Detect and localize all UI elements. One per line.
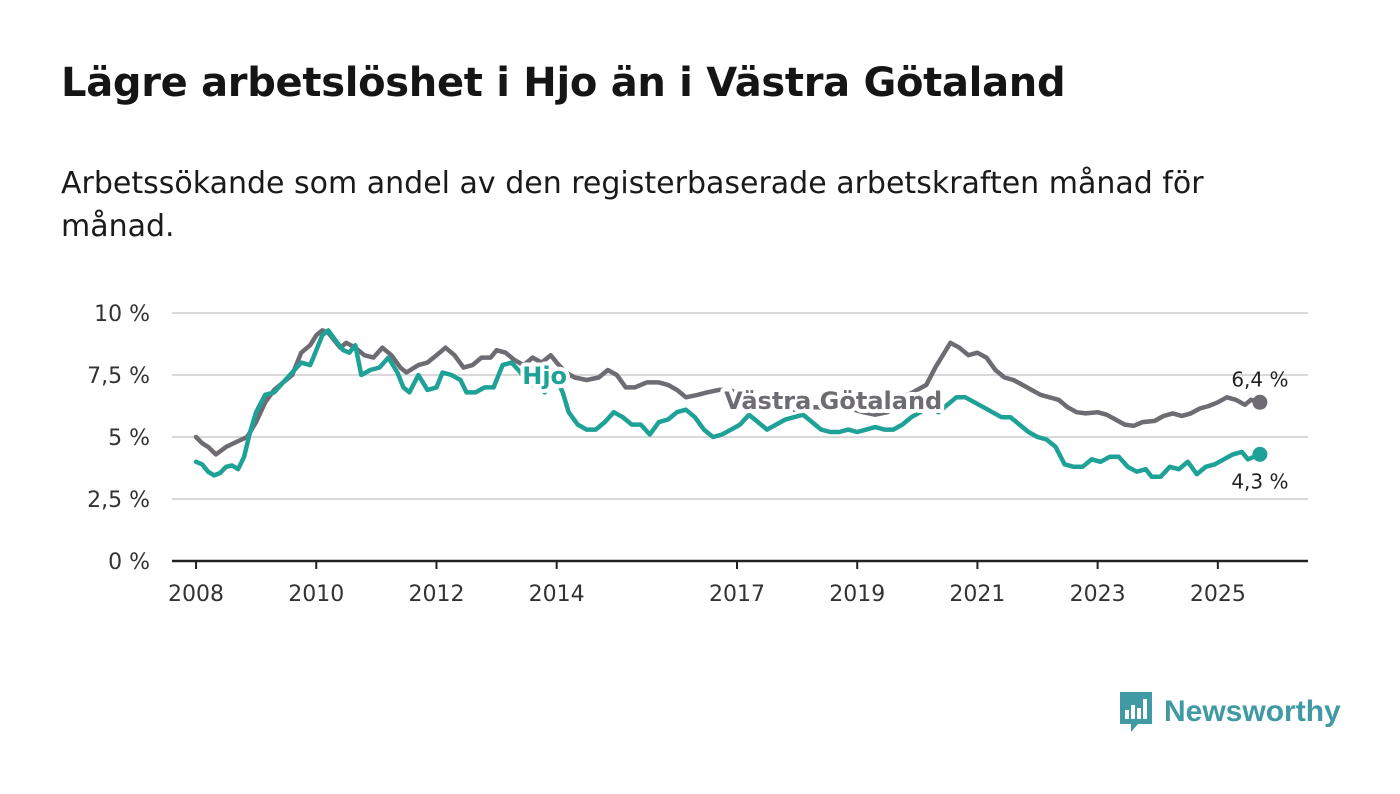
series-end-value-label: 6,4 % xyxy=(1231,367,1288,391)
x-tick-label: 2023 xyxy=(1070,582,1126,607)
newsworthy-logo-icon xyxy=(1120,692,1152,732)
y-axis-tick-labels: 0 % 2,5 % 5 % 7,5 % 10 % xyxy=(87,302,150,575)
x-tick-label: 2008 xyxy=(168,582,224,607)
x-tick-label: 2025 xyxy=(1190,582,1246,607)
series-endpoint-marker xyxy=(1252,394,1268,410)
x-tick-label: 2014 xyxy=(529,582,585,607)
x-tick-label: 2019 xyxy=(829,582,885,607)
series-endpoints: 6,4 % 4,3 % xyxy=(1231,367,1288,493)
series-name-label: Hjo xyxy=(522,362,567,390)
x-tick-label: 2010 xyxy=(288,582,344,607)
x-axis: 2008 2010 2012 2014 2017 2019 2021 2023 2025 xyxy=(168,559,1308,607)
series-name-label: Västra Götaland xyxy=(724,387,942,415)
series-line-vastra-gotaland xyxy=(193,328,1263,457)
y-tick-label: 0 % xyxy=(108,550,150,575)
y-tick-label: 2,5 % xyxy=(87,488,150,513)
series-line-hjo xyxy=(193,328,1263,479)
series-labels: Hjo Västra Götaland xyxy=(518,358,946,419)
brand-logo: Newsworthy xyxy=(1118,690,1341,734)
y-tick-label: 5 % xyxy=(108,426,150,451)
series-lines xyxy=(193,328,1263,479)
chart-title: Lägre arbetslöshet i Hjo än i Västra Göt… xyxy=(61,60,1066,106)
x-tick-label: 2021 xyxy=(949,582,1005,607)
x-tick-label: 2012 xyxy=(408,582,464,607)
y-tick-label: 10 % xyxy=(94,302,150,327)
series-end-value-label: 4,3 % xyxy=(1231,469,1288,493)
series-endpoint-marker xyxy=(1252,446,1268,462)
chart-subtitle: Arbetssökande som andel av den registerb… xyxy=(61,166,1204,244)
y-tick-label: 7,5 % xyxy=(87,364,150,389)
brand-name: Newsworthy xyxy=(1164,695,1341,728)
x-tick-label: 2017 xyxy=(709,582,765,607)
